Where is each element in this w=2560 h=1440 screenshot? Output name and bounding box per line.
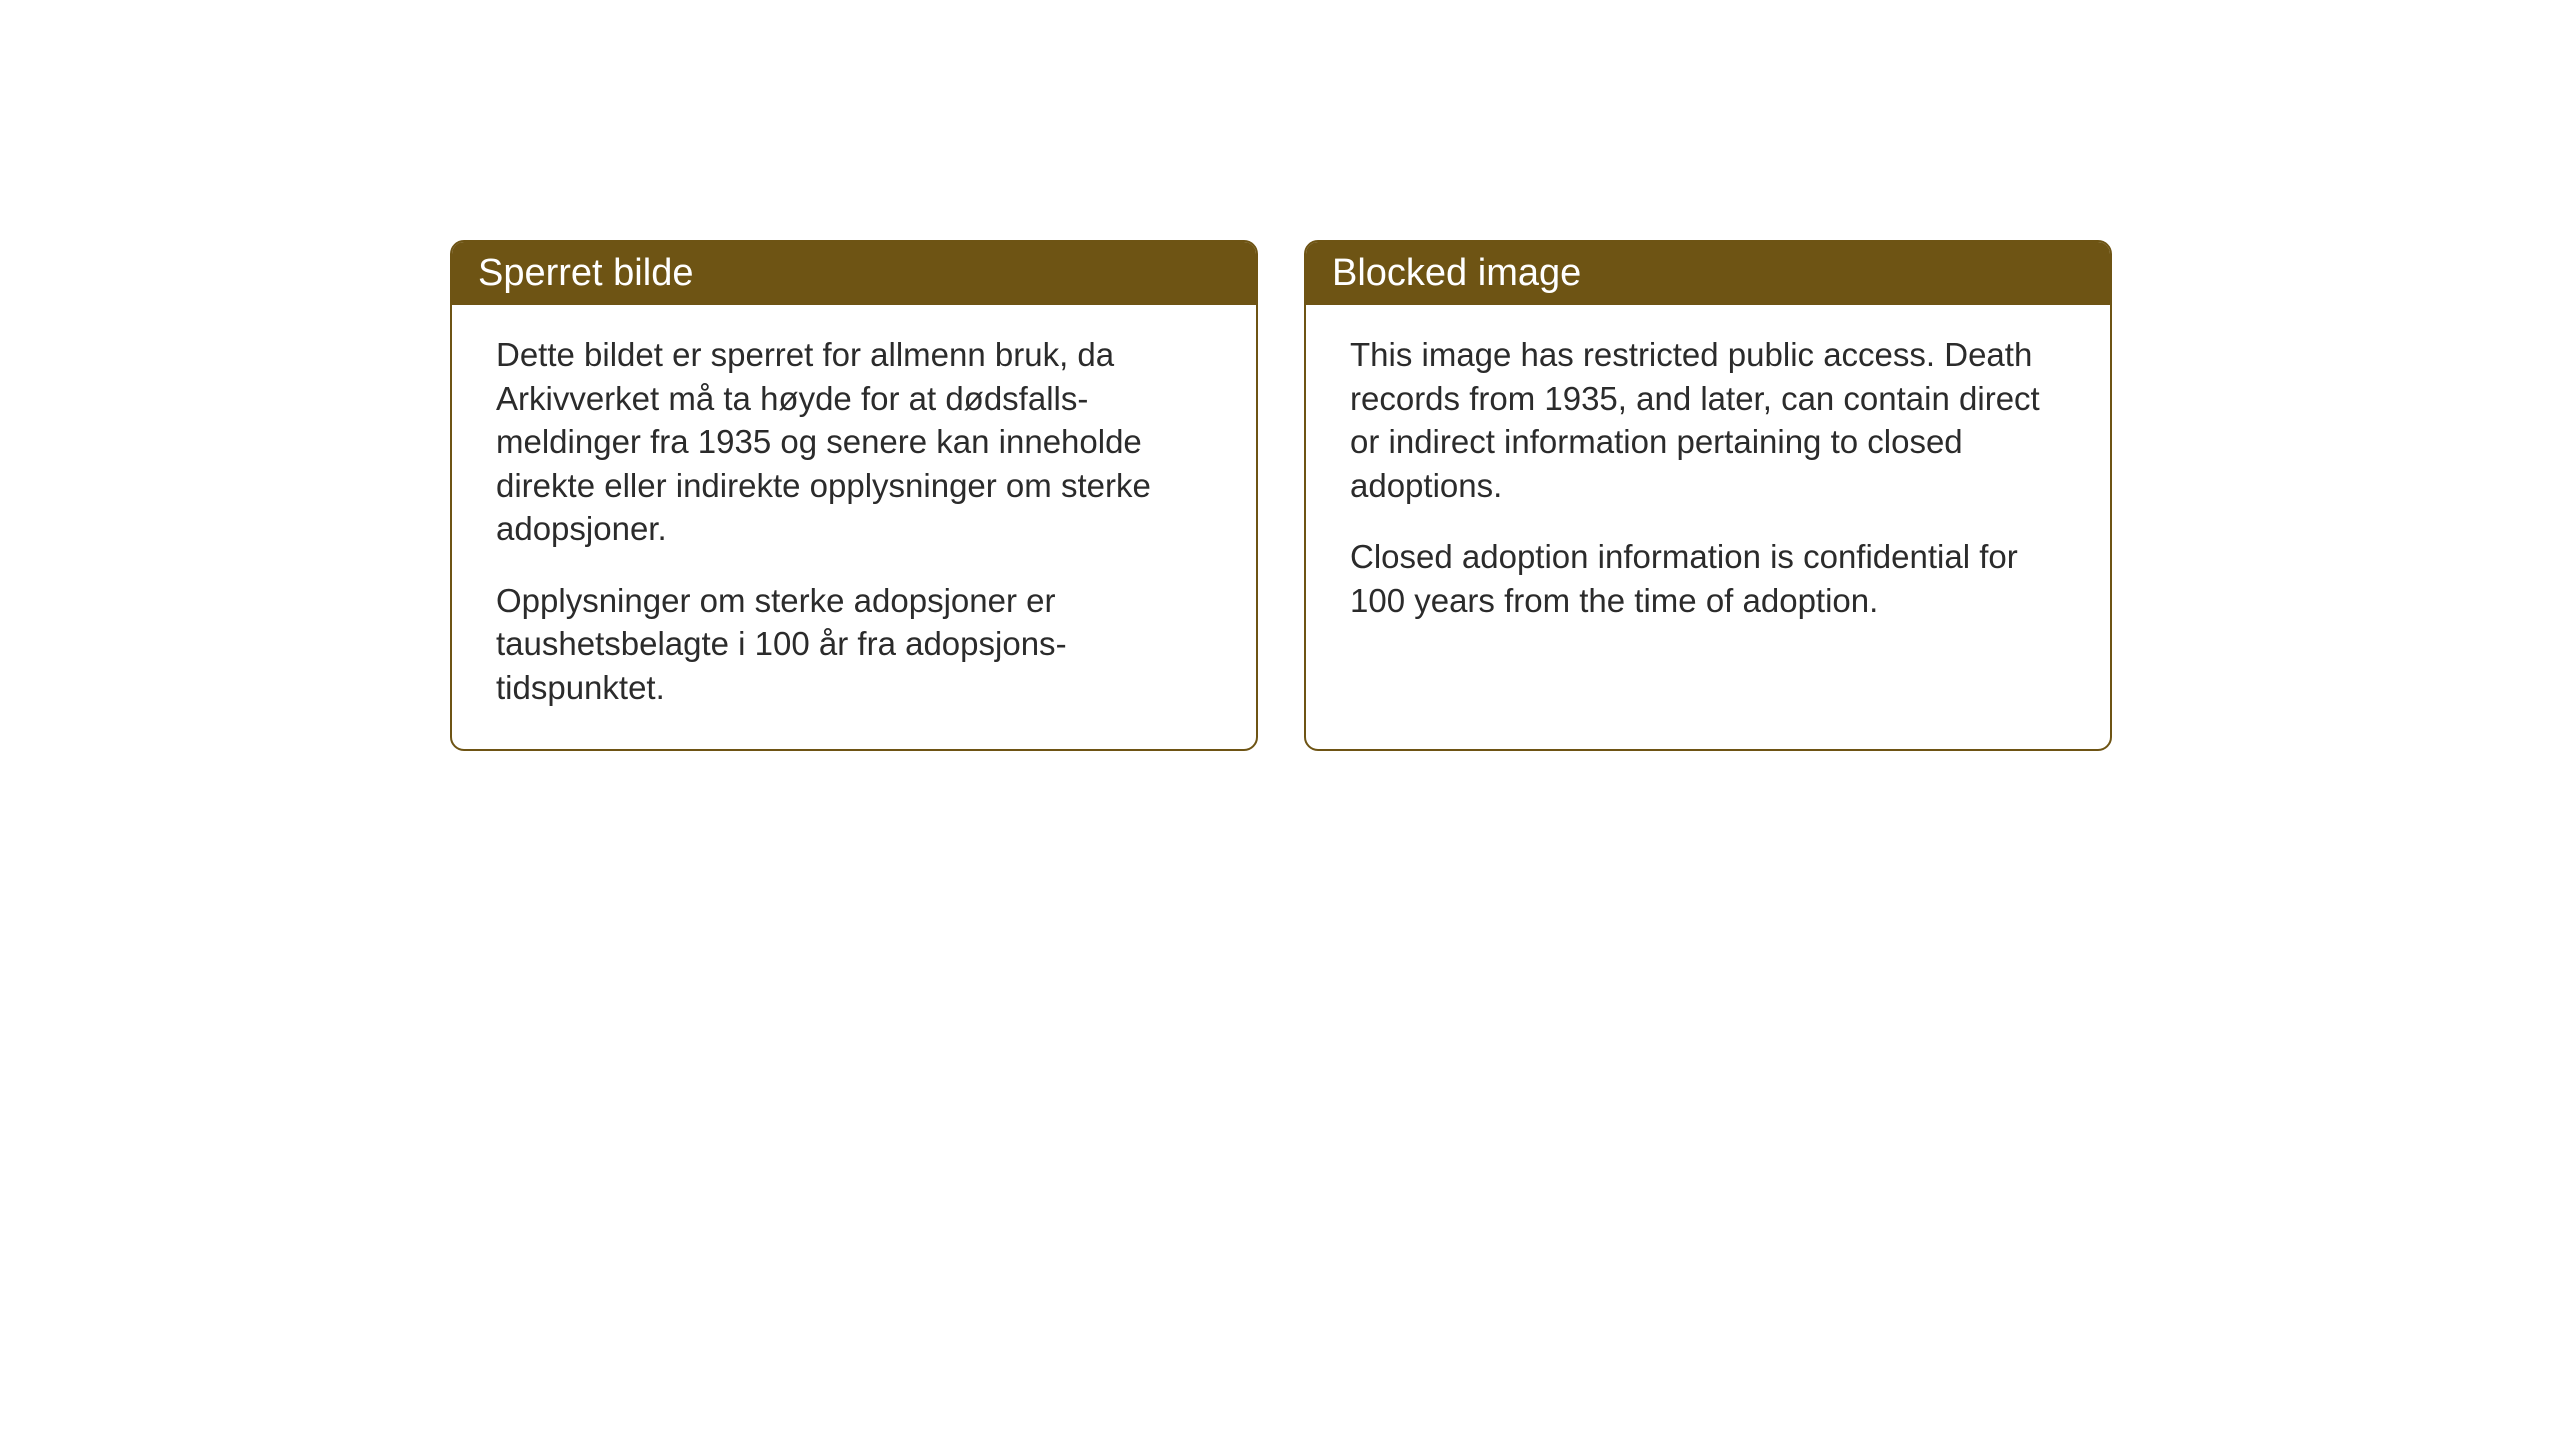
card-paragraph: Closed adoption information is confident… <box>1350 535 2066 622</box>
card-paragraph: Opplysninger om sterke adopsjoner er tau… <box>496 579 1212 710</box>
card-title: Blocked image <box>1332 252 1581 294</box>
card-body-english: This image has restricted public access.… <box>1306 305 2110 662</box>
card-header-english: Blocked image <box>1306 242 2110 305</box>
notice-cards-container: Sperret bilde Dette bildet er sperret fo… <box>450 240 2560 751</box>
card-body-norwegian: Dette bildet er sperret for allmenn bruk… <box>452 305 1256 749</box>
card-header-norwegian: Sperret bilde <box>452 242 1256 305</box>
card-paragraph: This image has restricted public access.… <box>1350 333 2066 507</box>
notice-card-norwegian: Sperret bilde Dette bildet er sperret fo… <box>450 240 1258 751</box>
card-title: Sperret bilde <box>478 252 693 294</box>
notice-card-english: Blocked image This image has restricted … <box>1304 240 2112 751</box>
card-paragraph: Dette bildet er sperret for allmenn bruk… <box>496 333 1212 551</box>
